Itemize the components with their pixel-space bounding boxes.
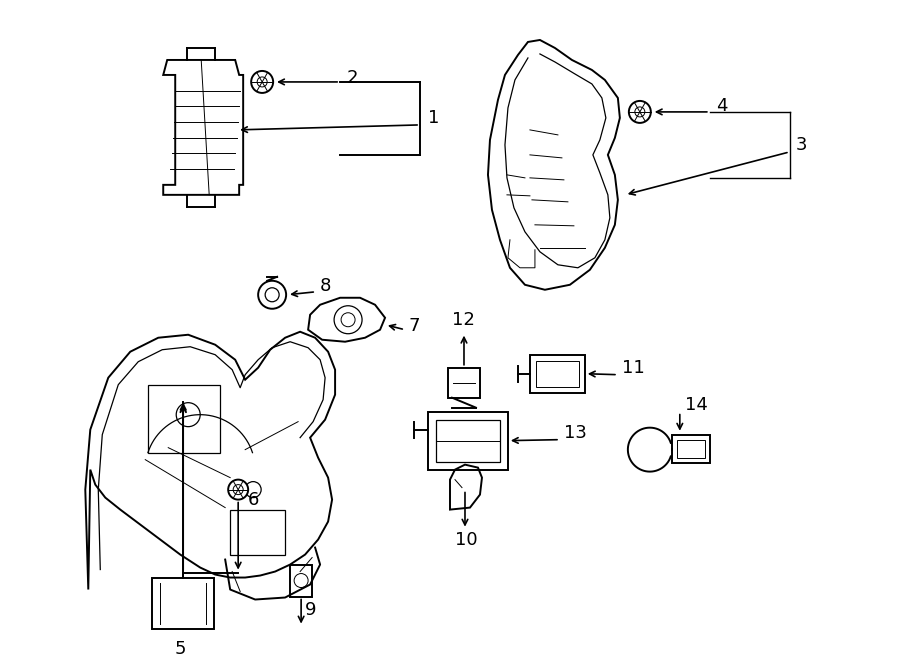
Text: 5: 5 — [175, 641, 186, 658]
Text: 3: 3 — [796, 136, 807, 154]
Circle shape — [258, 281, 286, 309]
Bar — [536, 361, 579, 387]
Circle shape — [229, 480, 248, 500]
Bar — [677, 440, 705, 457]
Text: 7: 7 — [408, 317, 419, 334]
Bar — [428, 412, 508, 469]
Text: 12: 12 — [452, 311, 475, 329]
Text: 10: 10 — [455, 531, 478, 549]
Bar — [448, 368, 480, 398]
Text: 14: 14 — [685, 396, 707, 414]
Bar — [530, 355, 585, 393]
Text: 11: 11 — [622, 359, 644, 377]
Bar — [290, 564, 312, 596]
Bar — [436, 420, 500, 461]
Circle shape — [251, 71, 273, 93]
Text: 9: 9 — [305, 600, 317, 619]
Bar — [148, 385, 220, 453]
Text: 6: 6 — [248, 490, 259, 508]
Text: 8: 8 — [320, 277, 331, 295]
Bar — [152, 578, 214, 629]
Text: 1: 1 — [428, 109, 439, 127]
Text: 13: 13 — [564, 424, 587, 442]
Text: 4: 4 — [716, 97, 727, 115]
Text: 2: 2 — [347, 69, 358, 87]
Bar — [230, 510, 285, 555]
Circle shape — [629, 101, 651, 123]
Bar — [671, 435, 710, 463]
